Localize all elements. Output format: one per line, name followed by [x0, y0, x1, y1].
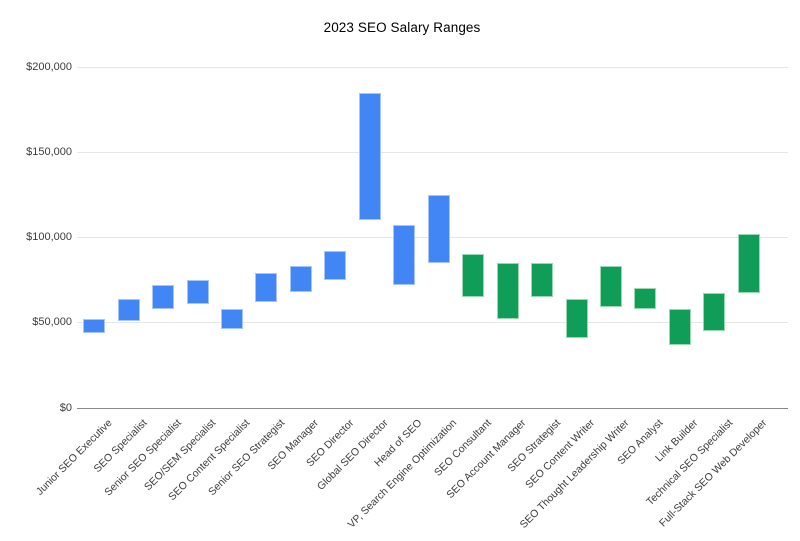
salary-range-bar[interactable] — [737, 233, 760, 294]
salary-range-bar[interactable] — [462, 254, 485, 297]
salary-range-bar[interactable] — [393, 225, 416, 285]
y-tick-label: $0 — [59, 401, 72, 414]
y-tick-label: $150,000 — [26, 146, 72, 159]
salary-range-bar[interactable] — [186, 279, 209, 304]
y-gridline — [77, 67, 788, 68]
y-tick-label: $100,000 — [26, 231, 72, 244]
salary-range-bar[interactable] — [83, 318, 106, 333]
salary-range-bar[interactable] — [703, 293, 726, 331]
salary-range-bar[interactable] — [289, 266, 312, 292]
salary-range-bar[interactable] — [634, 288, 657, 309]
salary-range-bar[interactable] — [427, 194, 450, 263]
salary-range-bar[interactable] — [565, 298, 588, 338]
salary-range-bar[interactable] — [221, 308, 244, 330]
salary-range-bar[interactable] — [255, 273, 278, 302]
salary-range-bar[interactable] — [496, 262, 519, 319]
salary-range-bar[interactable] — [324, 250, 347, 280]
salary-range-bar[interactable] — [599, 266, 622, 308]
salary-range-bar[interactable] — [358, 92, 381, 221]
salary-range-bar[interactable] — [531, 262, 554, 297]
x-axis-baseline — [77, 407, 788, 409]
y-tick-label: $50,000 — [32, 316, 72, 329]
salary-range-bar[interactable] — [152, 284, 175, 309]
salary-range-bar[interactable] — [117, 298, 140, 321]
y-tick-label: $200,000 — [26, 61, 72, 73]
salary-range-bar[interactable] — [668, 308, 691, 345]
y-gridline — [77, 152, 788, 154]
chart-title: 2023 SEO Salary Ranges — [323, 20, 481, 35]
